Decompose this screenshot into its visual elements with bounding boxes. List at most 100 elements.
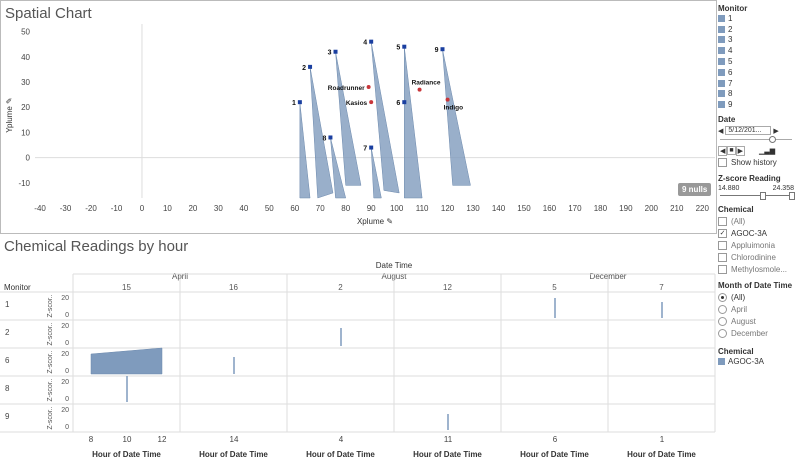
monitor-point[interactable] — [333, 49, 338, 54]
monitor-legend-item[interactable]: 3 — [718, 35, 800, 46]
monitor-row-label: 6 — [5, 356, 10, 365]
zscore-range-slider[interactable] — [718, 192, 796, 201]
month-option[interactable]: (All) — [718, 291, 800, 303]
hour-tick-label: 10 — [123, 435, 132, 444]
factory-label: Radiance — [412, 80, 441, 87]
monitor-point[interactable] — [308, 64, 313, 69]
month-radio[interactable] — [718, 304, 727, 314]
monitor-legend-item[interactable]: 8 — [718, 89, 800, 100]
month-option[interactable]: August — [718, 315, 800, 327]
playback-controls: ◀ ■ ▶ ▁▃▆ — [718, 145, 800, 156]
monitor-point[interactable] — [369, 39, 374, 44]
chemical-checkbox[interactable]: ✓ — [718, 228, 727, 238]
plume-wedge[interactable] — [335, 51, 362, 186]
month-radio[interactable] — [718, 292, 727, 302]
hour-tick-label: 8 — [89, 435, 94, 444]
factory-point[interactable] — [445, 97, 450, 102]
y-tick-label: 0 — [26, 154, 31, 163]
plume-wedge[interactable] — [404, 46, 423, 199]
date-next-button[interactable]: ▶ — [773, 127, 779, 135]
chemical-option[interactable]: Chlorodinine — [718, 251, 800, 263]
reading-area[interactable] — [90, 347, 163, 375]
month-option-label: December — [731, 328, 768, 338]
plume-wedge[interactable] — [299, 102, 311, 199]
x-tick-label: 220 — [696, 204, 710, 213]
chemical-checkbox[interactable] — [718, 240, 727, 250]
y-tick-label: 40 — [21, 53, 30, 62]
month-radio[interactable] — [718, 328, 727, 338]
monitor-legend-item[interactable]: 1 — [718, 13, 800, 24]
show-history-checkbox[interactable] — [718, 157, 727, 167]
zscore-max-handle[interactable] — [789, 192, 795, 201]
y-tick-label: -10 — [18, 179, 30, 188]
monitor-point[interactable] — [440, 47, 445, 52]
chemical-checkbox[interactable] — [718, 264, 727, 274]
zscore-min-handle[interactable] — [760, 192, 766, 201]
y-tick-label: 0 — [65, 312, 69, 319]
chemical-legend-title: Chemical — [718, 347, 754, 357]
date-control: ◀ 5/12/201... ▶ — [718, 126, 800, 136]
x-axis-label: Hour of Date Time — [306, 450, 375, 459]
plume-wedge[interactable] — [370, 41, 400, 194]
month-option[interactable]: April — [718, 303, 800, 315]
y-axis-label: Z-scor.. — [47, 294, 54, 317]
date-filter-title: Date — [718, 115, 736, 125]
spatial-chart[interactable]: -40 -30 -20 -10 0 10 20 30 40 50 60 70 80 90 100 110 120… — [0, 0, 716, 233]
monitor-point[interactable] — [369, 145, 374, 150]
speed-icon[interactable]: ▁▃▆ — [759, 147, 776, 155]
monitor-point[interactable] — [402, 100, 407, 105]
date-slider[interactable] — [718, 135, 800, 145]
play-back-icon[interactable]: ◀ — [718, 145, 728, 156]
monitor-legend-label: 5 — [728, 57, 733, 67]
plume-wedge[interactable] — [442, 49, 471, 186]
date-value[interactable]: 5/12/201... — [725, 126, 772, 136]
stop-icon[interactable]: ■ — [727, 146, 736, 156]
factory-point[interactable] — [366, 85, 371, 90]
day-header: 12 — [443, 283, 452, 292]
zscore-min: 14.880 — [718, 185, 740, 193]
chemical-option[interactable]: ✓ AGOC-3A — [718, 227, 800, 239]
plume-wedge[interactable] — [370, 147, 382, 199]
month-radio[interactable] — [718, 316, 727, 326]
x-tick-label: 10 — [163, 204, 172, 213]
monitor-legend-item[interactable]: 4 — [718, 45, 800, 56]
monitor-legend-item[interactable]: 5 — [718, 56, 800, 67]
hour-tick-label: 11 — [444, 435, 453, 444]
factory-point[interactable] — [417, 87, 422, 92]
chemical-option[interactable]: Appluimonia — [718, 239, 800, 251]
monitor-legend-label: 3 — [728, 35, 733, 45]
chemical-checkbox[interactable] — [718, 252, 727, 262]
x-tick-label: 40 — [239, 204, 248, 213]
monitor-point[interactable] — [328, 135, 333, 140]
y-tick-label: 20 — [61, 351, 69, 358]
chemical-option-label: (All) — [731, 216, 746, 226]
monitor-legend-label: 1 — [728, 13, 733, 23]
x-tick-label: 200 — [645, 204, 659, 213]
plume-wedge[interactable] — [309, 66, 334, 199]
x-tick-label: 120 — [441, 204, 455, 213]
chemical-option[interactable]: Methylosmole... — [718, 263, 800, 275]
show-history-toggle[interactable]: Show history — [718, 156, 800, 168]
plume-wedge[interactable] — [330, 137, 347, 199]
month-option[interactable]: December — [718, 327, 800, 339]
chemical-option-label: Methylosmole... — [731, 264, 788, 274]
month-option-label: August — [731, 316, 756, 326]
monitor-legend-item[interactable]: 7 — [718, 78, 800, 89]
chemical-option[interactable]: (All) — [718, 215, 800, 227]
monitor-label: 6 — [396, 100, 400, 107]
monitor-point[interactable] — [402, 44, 407, 49]
factory-point[interactable] — [369, 100, 374, 105]
monitor-legend-item[interactable]: 2 — [718, 24, 800, 35]
chemical-legend-item[interactable]: AGOC-3A — [718, 356, 800, 367]
monitor-label: 7 — [363, 146, 367, 153]
play-icon[interactable]: ▶ — [735, 145, 746, 156]
nulls-indicator[interactable]: 9 nulls — [678, 183, 712, 196]
factory-label: Kasios — [346, 100, 368, 107]
monitor-point[interactable] — [297, 100, 302, 105]
monitor-legend-item[interactable]: 6 — [718, 67, 800, 78]
date-prev-button[interactable]: ◀ — [718, 127, 724, 135]
chemical-checkbox[interactable] — [718, 216, 727, 226]
monitor-legend-item[interactable]: 9 — [718, 99, 800, 110]
day-header: 2 — [338, 283, 343, 292]
